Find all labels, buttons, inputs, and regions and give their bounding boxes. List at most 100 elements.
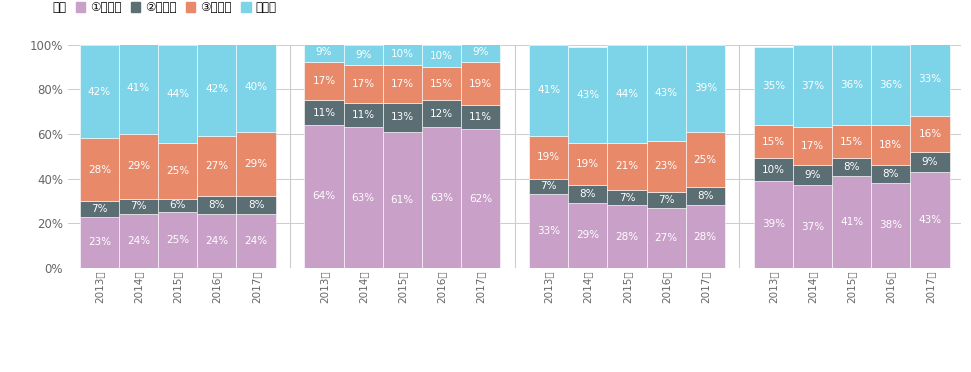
Text: 37%: 37%	[801, 222, 824, 231]
Bar	[344, 45, 383, 65]
Text: 37%: 37%	[801, 81, 824, 91]
Bar	[871, 183, 911, 268]
Text: 33%: 33%	[537, 226, 560, 236]
Text: 39%: 39%	[761, 219, 785, 229]
Text: 17%: 17%	[313, 77, 336, 86]
Text: 9%: 9%	[804, 170, 820, 180]
Text: 29%: 29%	[245, 159, 268, 169]
Bar	[607, 143, 647, 190]
Bar	[568, 185, 607, 203]
Bar	[832, 158, 871, 176]
Text: 7%: 7%	[619, 193, 635, 202]
Bar	[529, 45, 568, 136]
Text: 24%: 24%	[127, 236, 151, 246]
Text: 7%: 7%	[130, 202, 147, 211]
Bar	[461, 42, 500, 62]
Text: 10%: 10%	[761, 165, 785, 174]
Text: 17%: 17%	[390, 79, 414, 89]
Text: 8%: 8%	[248, 201, 264, 210]
Text: 7%: 7%	[658, 195, 675, 205]
Bar	[344, 65, 383, 103]
Bar	[832, 125, 871, 158]
Text: 8%: 8%	[883, 169, 899, 179]
Bar	[647, 208, 686, 268]
Bar	[422, 45, 461, 67]
Bar	[792, 185, 832, 268]
Text: 29%: 29%	[127, 161, 151, 171]
Text: 8%: 8%	[844, 163, 860, 172]
Bar	[686, 45, 725, 132]
Bar	[911, 116, 950, 152]
Bar	[568, 203, 607, 268]
Text: 17%: 17%	[352, 79, 375, 89]
Text: 7%: 7%	[91, 204, 108, 214]
Bar	[158, 143, 197, 199]
Bar	[568, 47, 607, 143]
Text: 15%: 15%	[430, 79, 453, 89]
Bar	[832, 176, 871, 268]
Text: 9%: 9%	[473, 48, 489, 57]
Bar	[80, 138, 118, 201]
Bar	[461, 129, 500, 268]
Text: 25%: 25%	[166, 166, 189, 176]
Text: 40%: 40%	[245, 82, 268, 92]
Bar	[647, 192, 686, 208]
Bar	[647, 45, 686, 141]
Text: 63%: 63%	[430, 193, 453, 202]
Text: 19%: 19%	[576, 159, 599, 169]
Text: 8%: 8%	[580, 189, 596, 199]
Bar	[197, 214, 237, 268]
Legend: 凡例, ①東京圏, ②中京圏, ③関西圏, 地方圏: 凡例, ①東京圏, ②中京圏, ③関西圏, 地方圏	[38, 1, 277, 15]
Bar	[118, 214, 158, 268]
Text: 11%: 11%	[313, 108, 336, 118]
Text: 28%: 28%	[616, 232, 639, 241]
Text: 38%: 38%	[879, 221, 902, 230]
Text: 43%: 43%	[576, 90, 599, 100]
Text: 25%: 25%	[166, 235, 189, 245]
Text: 8%: 8%	[209, 201, 225, 210]
Bar	[607, 45, 647, 143]
Text: 62%: 62%	[469, 194, 492, 203]
Bar	[753, 47, 792, 125]
Bar	[80, 45, 118, 138]
Bar	[686, 205, 725, 268]
Text: 23%: 23%	[654, 161, 678, 171]
Bar	[197, 42, 237, 136]
Bar	[304, 125, 344, 268]
Bar	[686, 187, 725, 205]
Bar	[422, 67, 461, 100]
Text: 6%: 6%	[169, 201, 185, 210]
Text: 28%: 28%	[693, 232, 717, 241]
Bar	[607, 190, 647, 205]
Bar	[158, 199, 197, 212]
Bar	[158, 45, 197, 143]
Text: 16%: 16%	[919, 129, 942, 139]
Bar	[607, 205, 647, 268]
Text: 15%: 15%	[761, 137, 785, 147]
Bar	[529, 136, 568, 179]
Text: 23%: 23%	[87, 237, 111, 247]
Bar	[461, 62, 500, 105]
Bar	[753, 158, 792, 181]
Text: 24%: 24%	[245, 236, 268, 246]
Bar	[383, 65, 422, 103]
Bar	[832, 45, 871, 125]
Text: 42%: 42%	[205, 84, 228, 94]
Text: 36%: 36%	[840, 80, 863, 90]
Bar	[304, 100, 344, 125]
Text: 41%: 41%	[840, 217, 863, 227]
Text: 19%: 19%	[469, 79, 492, 89]
Bar	[461, 105, 500, 129]
Text: 61%: 61%	[390, 195, 414, 205]
Bar	[383, 103, 422, 132]
Bar	[237, 196, 276, 214]
Text: 25%: 25%	[693, 155, 717, 164]
Bar	[529, 194, 568, 268]
Bar	[304, 62, 344, 100]
Bar	[304, 42, 344, 62]
Bar	[911, 172, 950, 268]
Text: 29%: 29%	[576, 231, 599, 240]
Text: 13%: 13%	[390, 112, 414, 122]
Text: 19%: 19%	[537, 153, 560, 162]
Text: 9%: 9%	[316, 48, 332, 57]
